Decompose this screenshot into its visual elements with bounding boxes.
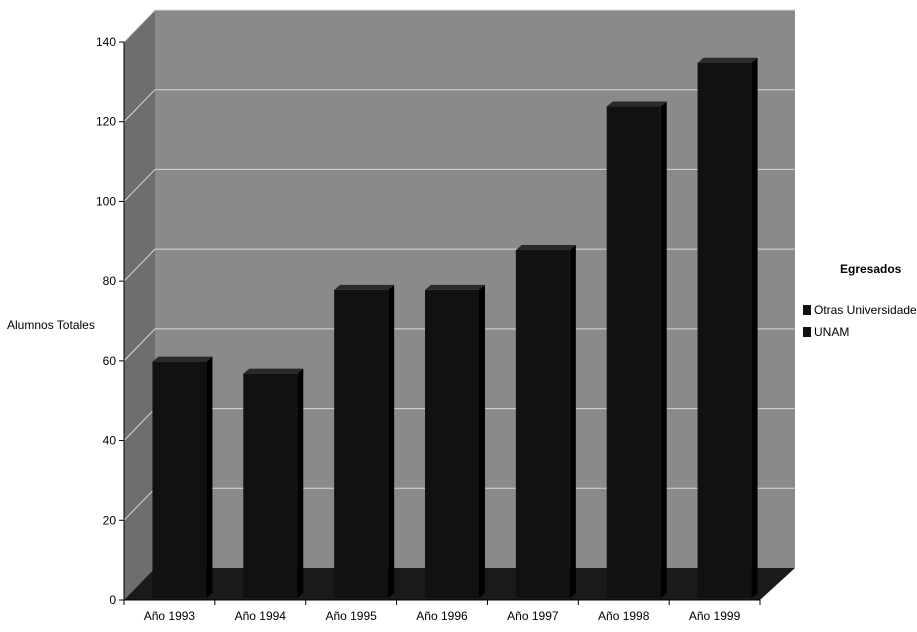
bar — [334, 284, 395, 598]
bar-top — [152, 356, 213, 362]
y-tick-label: 80 — [103, 274, 117, 288]
bar-front — [425, 289, 479, 598]
bar-top — [243, 368, 304, 374]
x-tick-label: Año 1999 — [689, 609, 741, 623]
y-tick-label: 60 — [103, 354, 117, 368]
bar-side — [660, 101, 667, 599]
bar-side — [206, 356, 213, 598]
bar-front — [243, 373, 298, 598]
bar-front — [697, 62, 752, 598]
y-axis: 0 20 40 60 80 100 120 140 — [96, 35, 125, 607]
bar-top — [425, 284, 485, 290]
legend-item-otras: Otras Universidades — [803, 303, 917, 317]
y-tick-label: 20 — [103, 513, 117, 527]
x-tick-label: Año 1995 — [325, 609, 377, 623]
bar-top — [697, 57, 758, 63]
bar-side — [751, 57, 758, 598]
chart-side-wall — [124, 10, 155, 600]
bar-top — [334, 284, 395, 290]
y-tick-label: 120 — [96, 115, 116, 129]
bar — [152, 356, 213, 598]
x-tick-label: Año 1998 — [598, 609, 650, 623]
y-tick-label: 0 — [109, 593, 116, 607]
bar-top — [606, 101, 667, 107]
x-axis: Año 1993 Año 1994 Año 1995 Año 1996 Año 1997… — [123, 599, 761, 623]
bar-front — [606, 106, 661, 599]
bar-side — [388, 284, 395, 598]
y-axis-label: Alumnos Totales — [7, 318, 95, 332]
gridline-depth — [123, 89, 156, 123]
bar — [697, 57, 758, 598]
legend-swatch-otras — [803, 305, 811, 315]
bar-top — [515, 245, 576, 251]
y-tick-label: 40 — [103, 434, 117, 448]
bar — [606, 101, 667, 599]
bar-front — [334, 289, 389, 598]
bar-side — [479, 284, 485, 598]
legend-label-otras: Otras Universidades — [814, 303, 917, 317]
x-tick-label: Año 1997 — [507, 609, 559, 623]
bar-front — [515, 250, 570, 599]
gridline-depth — [123, 408, 156, 441]
legend-item-unam: UNAM — [803, 325, 849, 339]
x-tick-label: Año 1996 — [416, 609, 468, 623]
gridline-depth — [123, 248, 156, 282]
legend-swatch-unam — [803, 327, 811, 337]
legend: Otras Universidades UNAM — [803, 303, 917, 373]
gridline-depth — [123, 487, 156, 521]
gridline-depth — [123, 169, 156, 202]
legend-label-unam: UNAM — [814, 325, 850, 339]
gridline-depth — [123, 9, 156, 43]
bar — [425, 284, 485, 598]
y-tick-label: 140 — [96, 35, 116, 49]
legend-title: Egresados — [840, 262, 902, 276]
bar — [515, 245, 576, 599]
bars — [152, 57, 758, 599]
y-tick-label: 100 — [96, 194, 116, 208]
bar-side — [297, 368, 304, 598]
bar — [243, 368, 304, 598]
bar-side — [569, 245, 576, 599]
bar-front — [152, 361, 207, 598]
gridline-depth — [123, 328, 156, 362]
x-tick-label: Año 1993 — [144, 609, 196, 623]
x-tick-label: Año 1994 — [235, 609, 287, 623]
